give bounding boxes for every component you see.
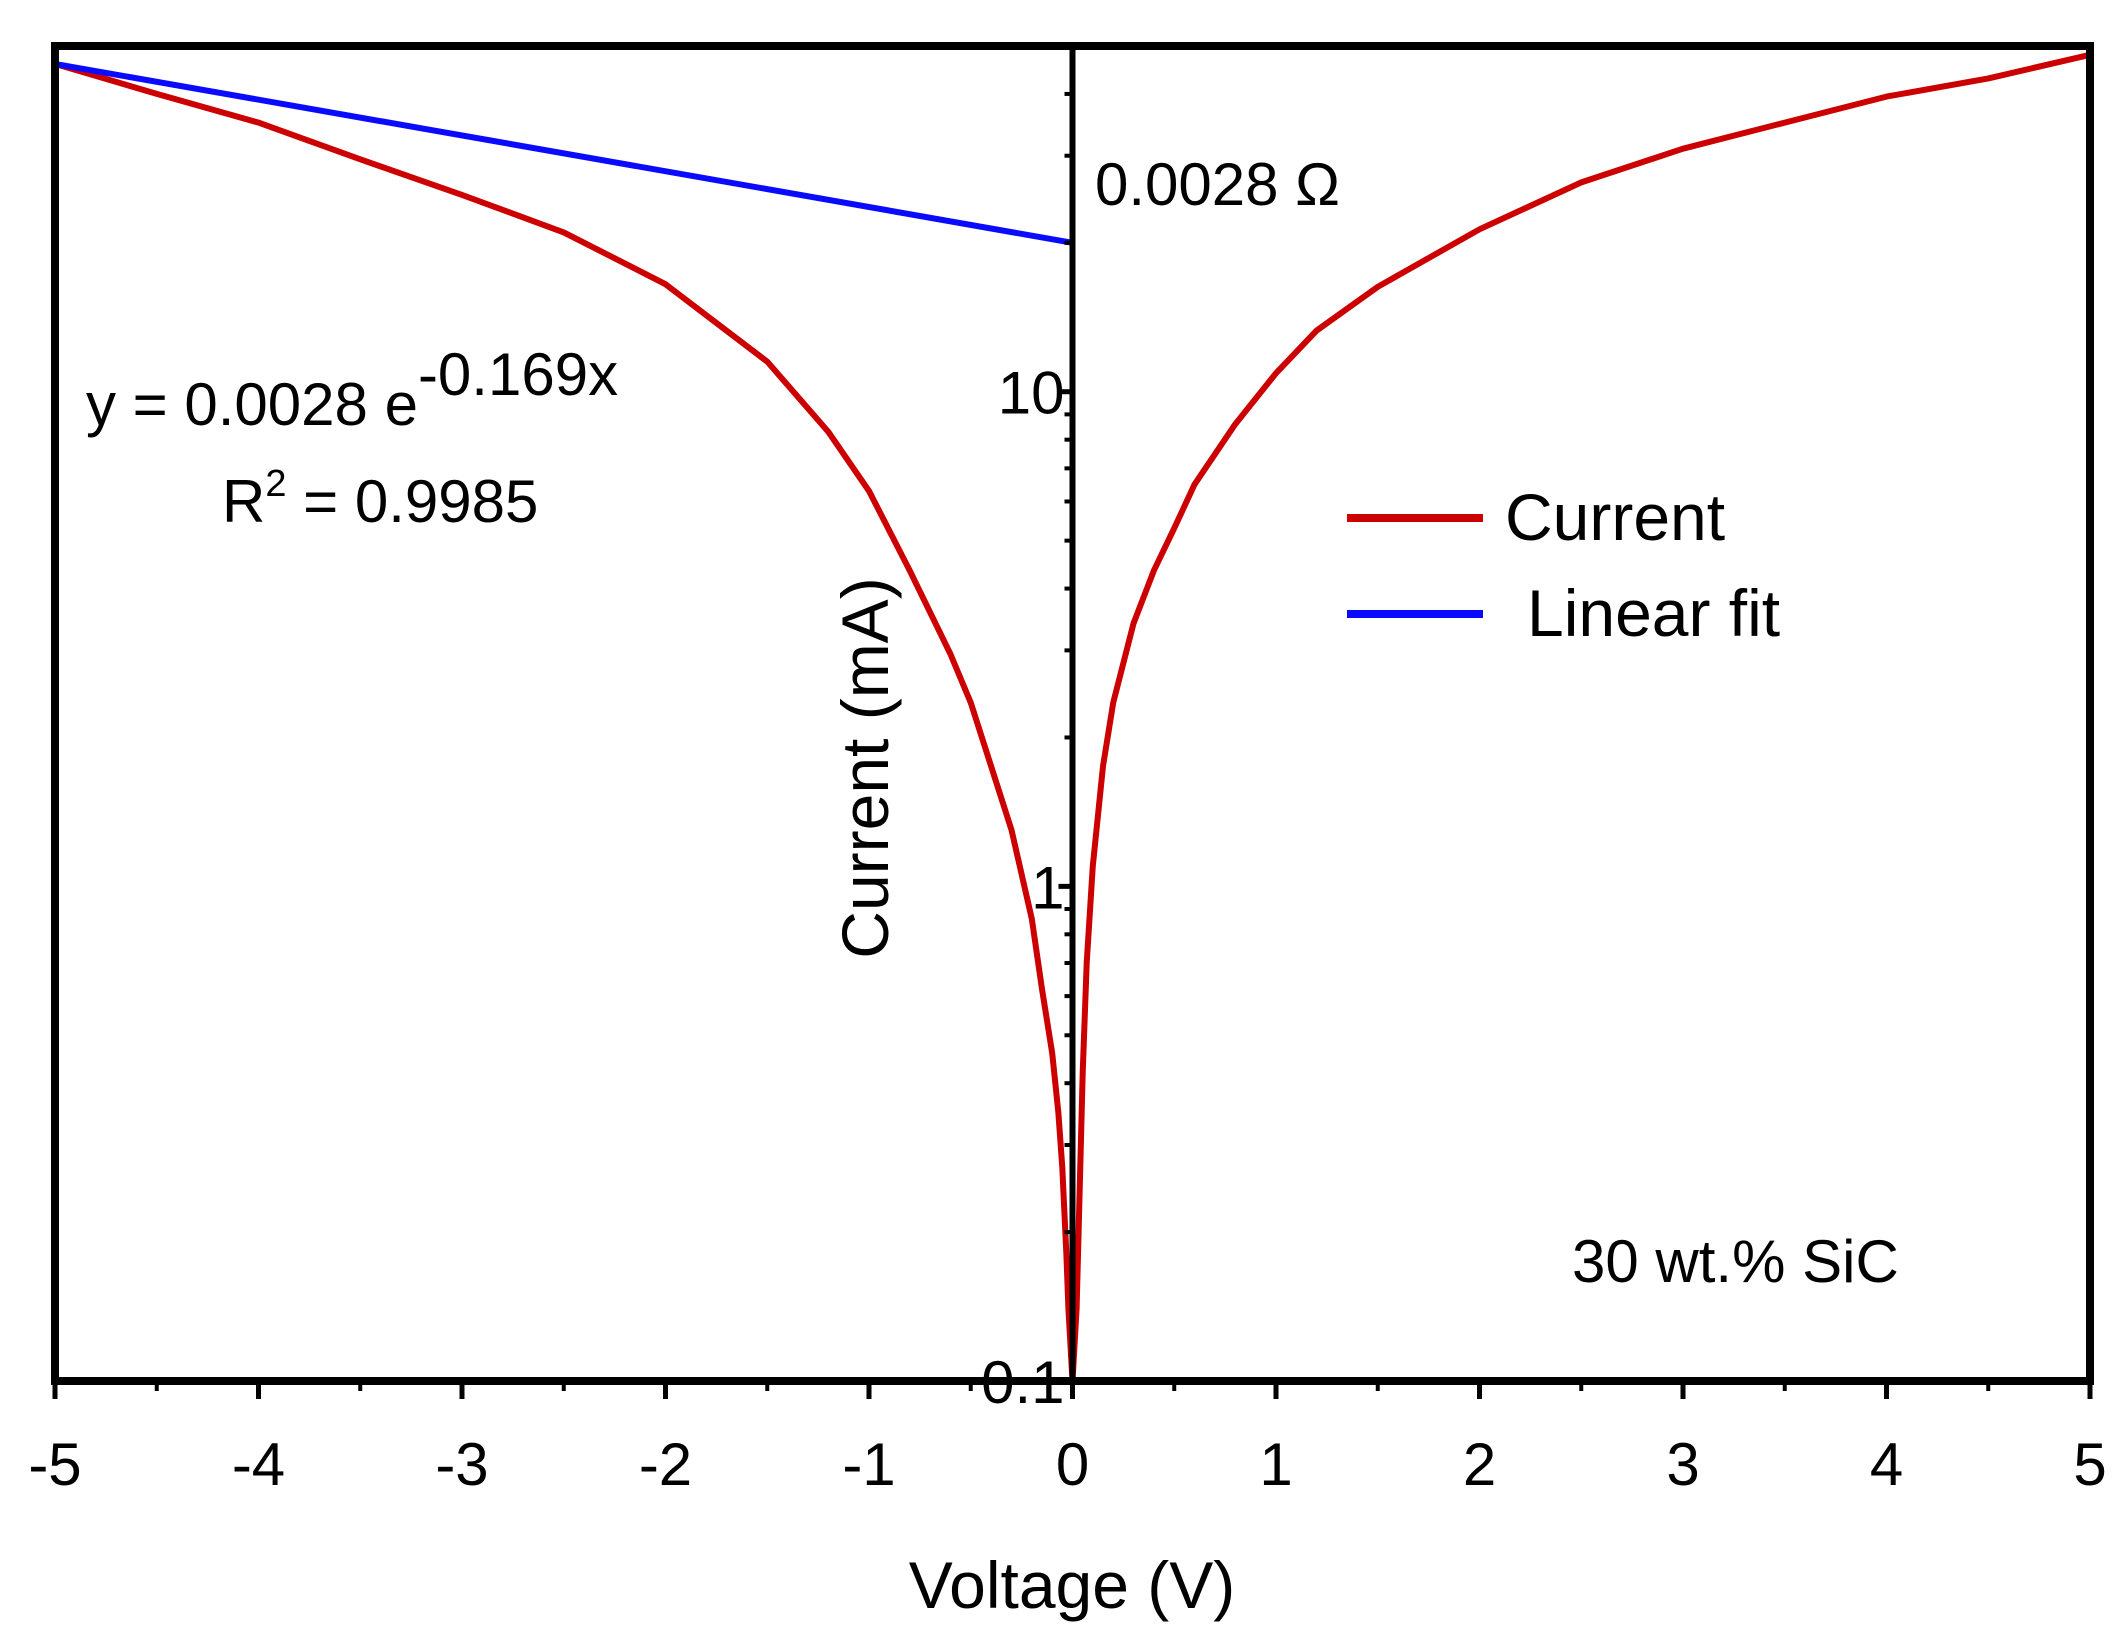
r-squared: R2 = 0.9985 — [222, 463, 538, 535]
x-axis-title: Voltage (V) — [909, 1548, 1236, 1622]
x-tick-label: -5 — [28, 1431, 81, 1498]
fit-equation-base: y = 0.0028 e — [86, 371, 418, 438]
fit-equation-exponent: -0.169x — [418, 341, 618, 408]
x-tick-label: 5 — [2073, 1431, 2106, 1498]
series-linear-fit-line — [52, 60, 1076, 246]
legend-label-linear-fit: Linear fit — [1527, 576, 1780, 650]
x-axis: -5 -4 -3 -2 -1 0 1 2 3 4 5 — [28, 1381, 2107, 1498]
r-squared-value: = 0.9985 — [286, 468, 538, 535]
x-tick-label: 2 — [1463, 1431, 1496, 1498]
r-squared-symbol: R — [222, 468, 265, 535]
x-tick-label: 4 — [1870, 1431, 1903, 1498]
legend: Current Linear fit — [1347, 480, 1780, 650]
x-tick-label: 0 — [1056, 1431, 1089, 1498]
legend-label-current: Current — [1505, 480, 1725, 554]
resistance-annotation: 0.0028 Ω — [1095, 151, 1340, 218]
x-tick-label: 1 — [1259, 1431, 1292, 1498]
y-axis-title: Current (mA) — [828, 577, 902, 958]
x-tick-label: -3 — [435, 1431, 488, 1498]
x-tick-label: -4 — [232, 1431, 285, 1498]
x-tick-label: 3 — [1666, 1431, 1699, 1498]
r-squared-power: 2 — [265, 463, 286, 505]
x-tick-label: -2 — [639, 1431, 692, 1498]
y-tick-label: 10 — [998, 360, 1065, 427]
fit-equation: y = 0.0028 e-0.169x — [86, 341, 618, 438]
x-tick-label: -1 — [842, 1431, 895, 1498]
y-tick-label: 1 — [1031, 854, 1064, 921]
sample-label: 30 wt.% SiC — [1572, 1228, 1899, 1295]
plot-frame — [51, 42, 2094, 1385]
